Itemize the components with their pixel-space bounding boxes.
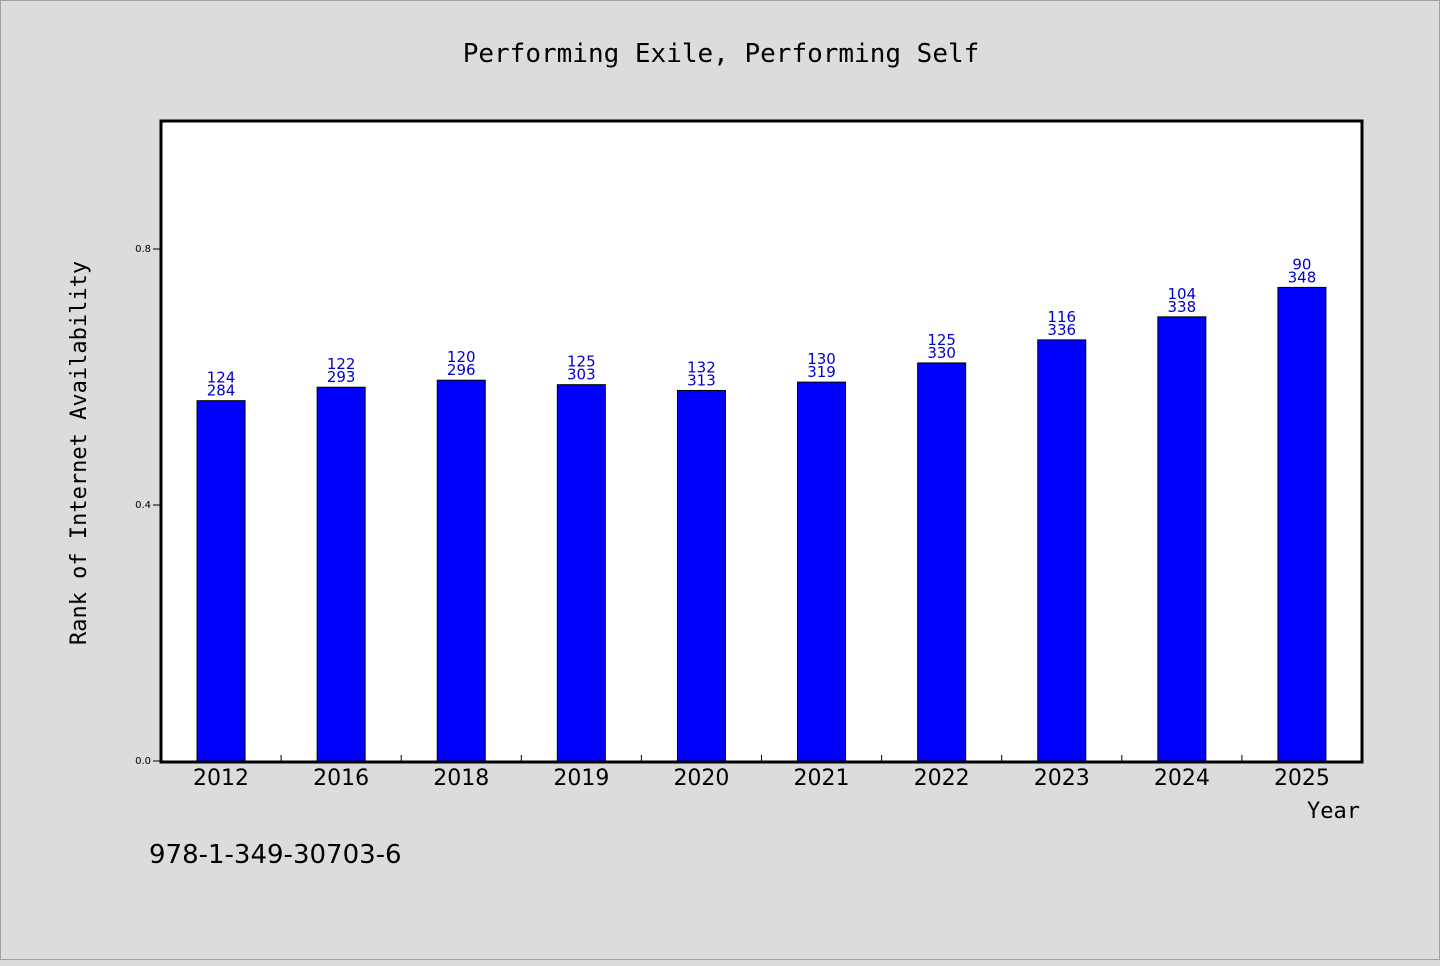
- x-tick-label: 2025: [1274, 766, 1330, 791]
- data-label-bottom: 313: [687, 371, 716, 389]
- data-label-top: 104: [1168, 285, 1197, 303]
- data-label-top: 90: [1292, 255, 1311, 273]
- x-axis-title: Year: [1307, 799, 1360, 824]
- y-axis: 0.0 0.4 0.8: [135, 244, 161, 767]
- bar: [196, 400, 246, 762]
- bar: [917, 362, 967, 762]
- bar: [436, 379, 486, 762]
- data-label-top: 125: [927, 331, 956, 349]
- chart-title: Performing Exile, Performing Self: [463, 39, 980, 69]
- y-tick-label: 0.0: [135, 756, 151, 767]
- data-label-bottom: 296: [447, 361, 476, 379]
- data-label-top: 124: [207, 369, 236, 387]
- data-label-bottom: 293: [327, 368, 356, 386]
- data-label-top: 122: [327, 355, 356, 373]
- y-axis-title: Rank of Internet Availability: [67, 261, 92, 645]
- data-label-top: 130: [807, 350, 836, 368]
- x-tick-label: 2020: [673, 766, 729, 791]
- x-tick-label: 2019: [553, 766, 609, 791]
- bar: [797, 381, 847, 762]
- x-axis: 2012 2016 2018 2019 2020 2021 2022 2023 2024 2025: [193, 755, 1330, 791]
- data-label-top: 120: [447, 348, 476, 366]
- bar: [316, 386, 366, 762]
- bar: [1037, 339, 1087, 762]
- data-label-bottom: 319: [807, 363, 836, 381]
- x-tick-label: 2016: [313, 766, 369, 791]
- x-tick-label: 2022: [914, 766, 970, 791]
- bar: [556, 384, 606, 762]
- data-label-bottom: 336: [1047, 321, 1076, 339]
- y-tick-label: 0.4: [135, 500, 151, 511]
- data-label-bottom: 284: [207, 382, 236, 400]
- x-tick-label: 2012: [193, 766, 249, 791]
- bar: [676, 389, 726, 762]
- x-tick-label: 2021: [794, 766, 850, 791]
- x-tick-label: 2018: [433, 766, 489, 791]
- data-label-bottom: 303: [567, 366, 596, 384]
- data-label-top: 132: [687, 358, 716, 376]
- data-label-top: 125: [567, 353, 596, 371]
- x-tick-label: 2024: [1154, 766, 1210, 791]
- bar: [1277, 286, 1327, 762]
- y-tick-label: 0.8: [135, 244, 151, 255]
- data-label-bottom: 330: [927, 344, 956, 362]
- bar: [1157, 316, 1207, 762]
- x-tick-label: 2023: [1034, 766, 1090, 791]
- isbn-footer: 978-1-349-30703-6: [149, 840, 402, 870]
- data-label-bottom: 338: [1168, 298, 1197, 316]
- data-label-top: 116: [1047, 308, 1076, 326]
- data-label-bottom: 348: [1288, 268, 1317, 286]
